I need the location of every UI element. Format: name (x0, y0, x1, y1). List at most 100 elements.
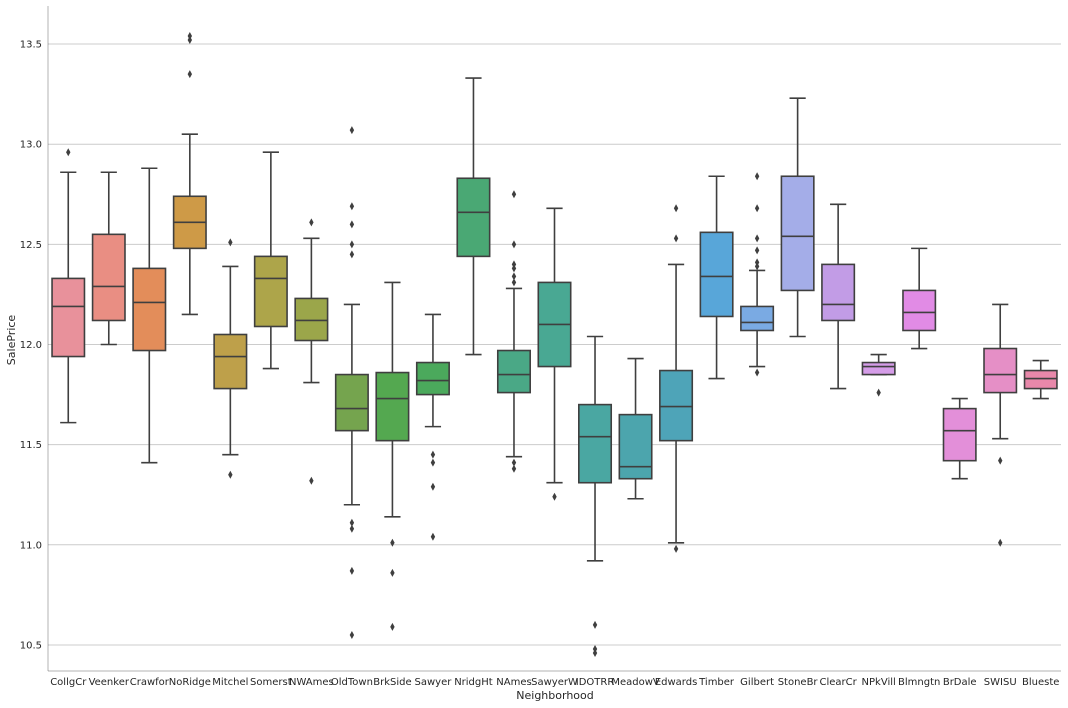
x-tick-label: StoneBr (778, 677, 819, 688)
outlier-point (673, 234, 679, 243)
iqr-box (496, 349, 531, 394)
outlier-point (592, 648, 598, 657)
x-tick-label: NWAmes (289, 677, 334, 688)
box-group-blmngtn (902, 247, 937, 350)
y-tick-label: 11.5 (20, 440, 42, 451)
y-tick-label: 13.5 (20, 40, 42, 51)
outlier-point (511, 272, 517, 281)
outlier-point (511, 190, 517, 199)
x-tick-label: SWISU (984, 677, 1017, 688)
box-group-nwames (294, 218, 329, 485)
box-group-oldtown (334, 126, 369, 639)
outlier-point (511, 260, 517, 269)
box-group-sawyer (415, 313, 450, 541)
box-group-collgcr (51, 148, 86, 424)
outlier-point (511, 264, 517, 273)
outlier-point (349, 202, 355, 211)
iqr-box (51, 277, 86, 358)
outlier-point (349, 518, 355, 527)
box-group-crawfor (132, 167, 167, 464)
box-group-mitchel (213, 238, 248, 479)
x-tick-labels: CollgCr Veenker Crawfor NoRidge Mitchel Somer… (50, 677, 1059, 688)
x-tick-label: BrDale (943, 677, 977, 688)
iqr-box (861, 361, 896, 376)
iqr-box (253, 255, 288, 328)
outlier-point (228, 470, 233, 479)
box-group-brkside (375, 281, 410, 631)
box-group-brdale (942, 397, 977, 480)
box-group-edwards (659, 204, 694, 553)
outlier-point (349, 524, 355, 533)
x-tick-label: NridgHt (454, 677, 493, 688)
box-group-swisu (983, 303, 1018, 547)
x-tick-label: Mitchel (212, 677, 248, 688)
outlier-point (876, 388, 881, 397)
iqr-box (821, 263, 856, 322)
iqr-box (942, 407, 977, 462)
x-tick-label: Crawfor (130, 677, 170, 688)
box-group-idotrr (578, 335, 613, 657)
x-tick-label: Blmngtn (898, 677, 940, 688)
y-tick-label: 11.0 (20, 540, 42, 551)
outlier-point (390, 538, 395, 547)
outlier-point (511, 278, 517, 287)
outlier-point (754, 258, 760, 267)
outlier-point (349, 240, 355, 249)
outlier-point (349, 250, 355, 259)
iqr-box (902, 289, 937, 332)
outlier-point (673, 544, 679, 553)
outlier-point (754, 204, 760, 213)
outlier-point (349, 126, 355, 135)
y-tick-label: 13.0 (20, 140, 42, 151)
outlier-point (66, 148, 71, 157)
box-group-meadowv (618, 357, 653, 500)
y-tick-label: 12.0 (20, 340, 42, 351)
x-tick-label: BrkSide (373, 677, 411, 688)
boxes (51, 32, 1058, 657)
x-tick-label: Blueste (1022, 677, 1059, 688)
iqr-box (294, 297, 329, 342)
iqr-box (659, 369, 694, 442)
iqr-box (780, 175, 815, 292)
x-axis-label: Neighborhood (516, 689, 593, 702)
x-tick-label: Sawyer (415, 677, 453, 688)
y-tick-label: 10.5 (20, 640, 42, 651)
x-tick-label: Gilbert (740, 677, 774, 688)
outlier-point (754, 262, 760, 271)
outlier-point (998, 538, 1003, 547)
x-tick-label: NAmes (496, 677, 531, 688)
box-group-gilbert (740, 172, 775, 377)
iqr-box (618, 413, 653, 480)
outlier-point (430, 482, 436, 491)
iqr-box (132, 267, 167, 352)
iqr-box (1023, 369, 1058, 390)
x-tick-label: SawyerW (531, 677, 578, 688)
iqr-box (375, 371, 410, 442)
iqr-box (740, 305, 775, 332)
x-tick-label: Timber (698, 677, 735, 688)
iqr-box (213, 333, 248, 390)
box-group-veenker (91, 171, 126, 346)
box-group-blueste (1023, 359, 1058, 400)
x-tick-label: IDOTRR (576, 677, 615, 688)
outlier-point (754, 234, 760, 243)
iqr-box (456, 177, 491, 258)
box-group-sawyerw (537, 207, 572, 501)
x-tick-label: OldTown (331, 677, 373, 688)
outlier-point (754, 172, 760, 181)
outlier-point (390, 568, 395, 577)
outlier-point (673, 204, 679, 213)
outlier-point (592, 644, 598, 653)
box-group-noridge (172, 32, 207, 316)
iqr-box (415, 361, 450, 396)
outlier-point (187, 70, 193, 79)
outlier-point (228, 238, 233, 247)
box-group-timber (699, 175, 734, 380)
outlier-point (187, 32, 193, 41)
x-tick-label: Somerst (250, 677, 292, 688)
x-tick-label: MeadowV (611, 677, 660, 688)
outlier-point (592, 620, 598, 629)
box-group-npkvill (861, 353, 896, 397)
x-tick-label: NPkVill (862, 677, 896, 688)
